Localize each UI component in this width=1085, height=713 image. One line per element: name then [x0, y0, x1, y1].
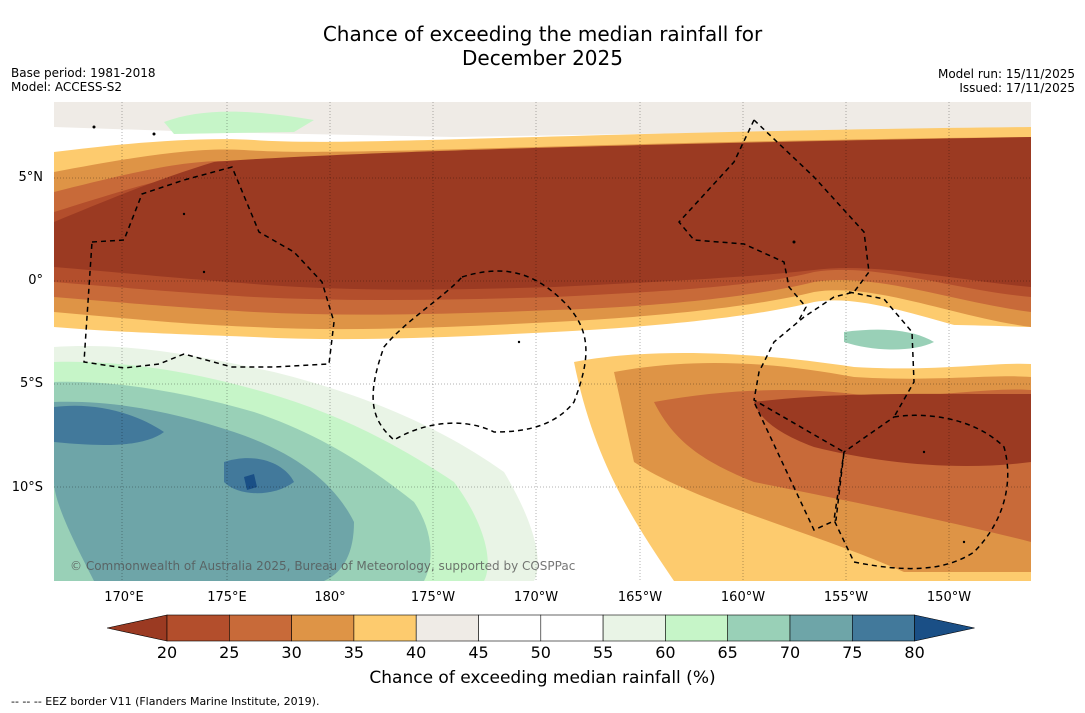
lon-label-150w: 150°W [926, 590, 972, 605]
map-canvas [54, 102, 1031, 581]
eez-cook-north [833, 414, 1009, 570]
colorbar-tick-label: 50 [530, 643, 551, 662]
eez-borders [83, 119, 1009, 570]
colorbar-extend-low [107, 614, 168, 642]
meta-left: Base period: 1981-2018 Model: ACCESS-S2 [11, 66, 156, 94]
lon-label-160w: 160°W [720, 590, 766, 605]
colorbar-segment [166, 614, 230, 642]
colorbar-segment [229, 614, 292, 642]
colorbar-tick-label: 45 [468, 643, 489, 662]
dry-band-20 [54, 137, 1031, 290]
southwest-wet-80a [54, 405, 164, 445]
colorbar-tick-label: 30 [281, 643, 302, 662]
eez-phoenix [372, 270, 587, 441]
southeast-dry-20 [754, 393, 1031, 467]
lat-label-10s: 10°S [11, 480, 43, 495]
eez-footnote: -- -- -- EEZ border V11 (Flanders Marine… [11, 695, 320, 708]
colorbar-segment [353, 614, 417, 642]
north-wet-patch [164, 111, 314, 134]
model-name: Model: ACCESS-S2 [11, 80, 123, 94]
lon-label-170w: 170°W [513, 590, 559, 605]
lon-label-180: 180° [314, 590, 346, 605]
colorbar-tick-label: 55 [592, 643, 614, 662]
colorbar-label: Chance of exceeding median rainfall (%) [369, 668, 716, 688]
colorbar-segment [478, 614, 542, 642]
southwest-wet-80b [224, 458, 294, 494]
colorbar-segment [665, 614, 729, 642]
colorbar-tick-label: 65 [717, 643, 738, 662]
issued-date: Issued: 17/11/2025 [959, 81, 1075, 95]
colorbar-segment [727, 614, 791, 642]
colorbar-segment [540, 614, 604, 642]
colorbar-tick-label: 40 [406, 643, 427, 662]
colorbar-extend-high [914, 614, 975, 642]
rainfall-map [54, 102, 1031, 581]
southwest-wet-75 [54, 401, 354, 581]
eez-line-islands [753, 119, 870, 531]
lon-label-155w: 155°W [823, 590, 869, 605]
lat-label-0: 0° [28, 273, 43, 288]
colorbar-tick-label: 60 [655, 643, 676, 662]
colorbar-tick-label: 35 [343, 643, 365, 662]
copyright-notice: © Commonwealth of Australia 2025, Bureau… [70, 559, 576, 573]
colorbar-tick-label: 70 [779, 643, 801, 662]
lon-label-165w: 165°W [617, 590, 663, 605]
chart-title: Chance of exceeding the median rainfall … [0, 22, 1085, 70]
title-line-1: Chance of exceeding the median rainfall … [322, 22, 763, 46]
colorbar-segment [291, 614, 355, 642]
colorbar-tick-label: 75 [842, 643, 863, 662]
colorbar-tick-label: 25 [219, 643, 240, 662]
colorbar-segment [602, 614, 666, 642]
colorbar-tick-label: 20 [156, 643, 178, 662]
lon-label-175w: 175°W [410, 590, 456, 605]
colorbar-segment [851, 614, 915, 642]
lat-label-5n: 5°N [18, 170, 44, 185]
southwest-wet-85 [244, 474, 257, 490]
colorbar [107, 614, 975, 642]
colorbar-segment [415, 614, 479, 642]
colorbar-segments [107, 614, 975, 642]
lat-label-5s: 5°S [19, 376, 43, 391]
lon-label-170e: 170°E [104, 590, 144, 605]
title-line-2: December 2025 [462, 46, 623, 70]
colorbar-tick-label: 80 [904, 643, 925, 662]
model-run: Model run: 15/11/2025 [937, 67, 1075, 81]
islands [92, 125, 966, 544]
eez-line-central [678, 119, 807, 321]
lon-label-175e: 175°E [207, 590, 247, 605]
base-period: Base period: 1981-2018 [11, 66, 156, 80]
graticule [54, 102, 1031, 581]
colorbar-segment [789, 614, 853, 642]
meta-right: Model run: 15/11/2025 Issued: 17/11/2025 [938, 67, 1075, 95]
eez-kiribati-gilbert [83, 166, 335, 369]
